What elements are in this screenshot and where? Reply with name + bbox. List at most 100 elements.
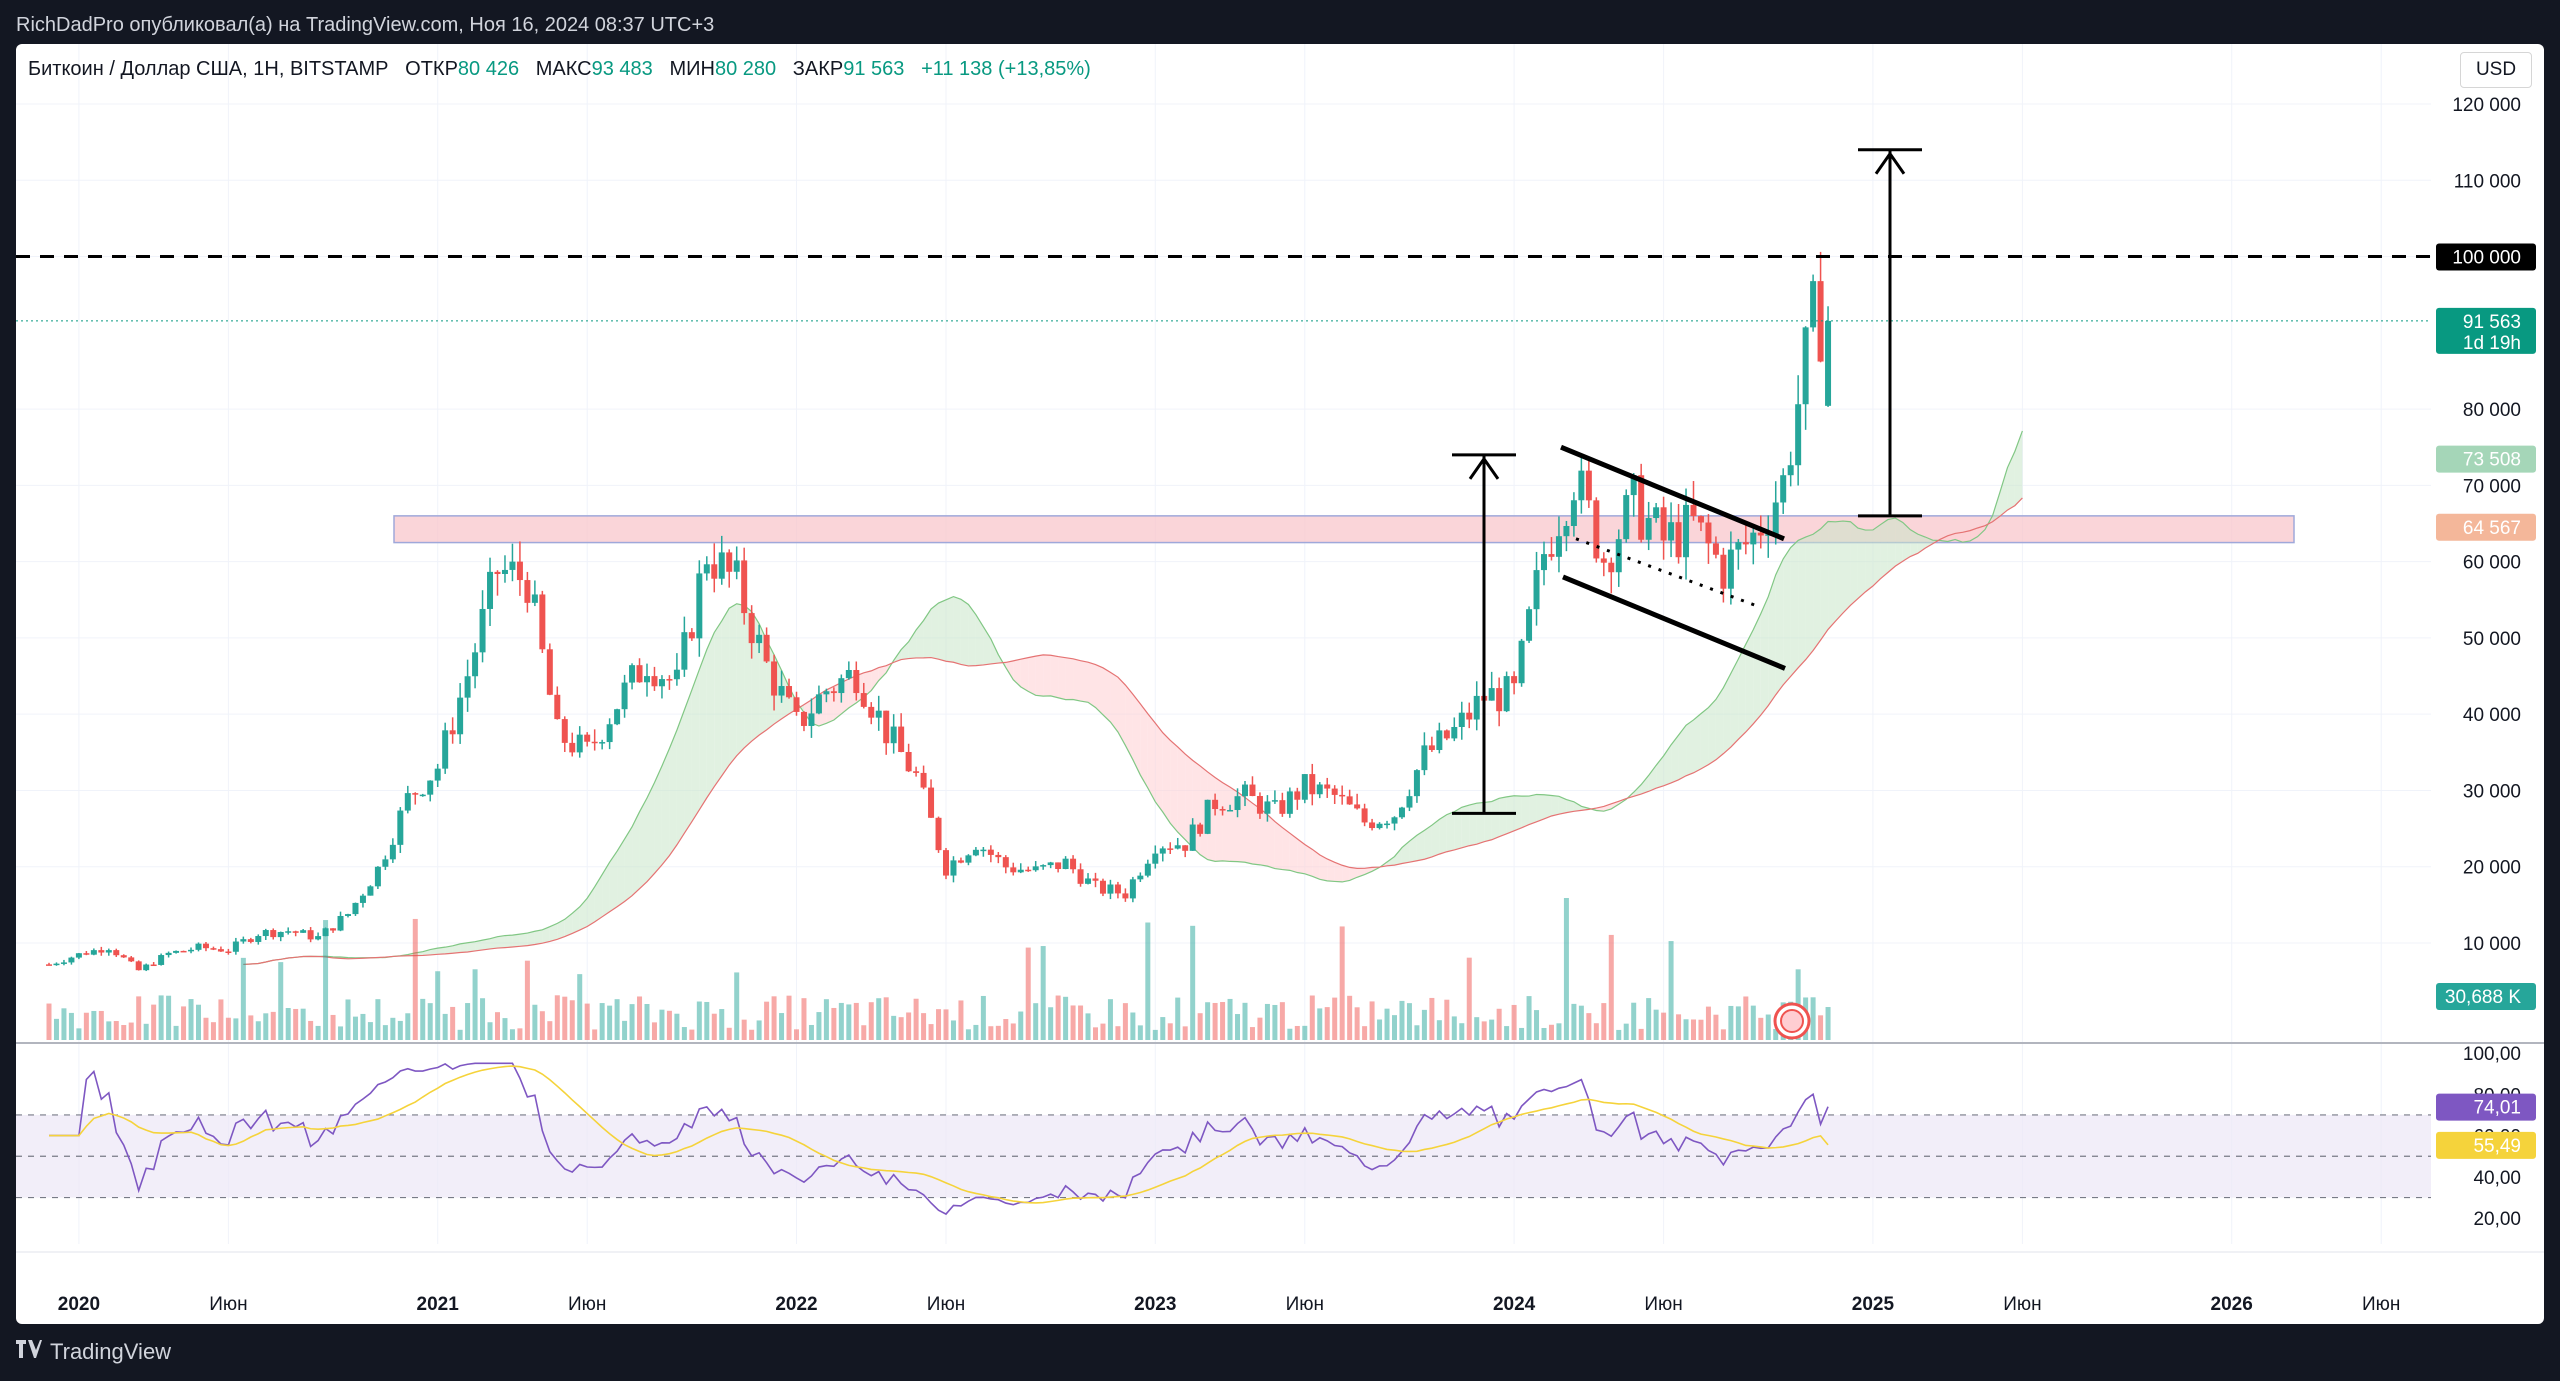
volume-bar	[397, 1020, 403, 1040]
price-chart[interactable]: 120 000 110 000 100 000 80 000 70 000 60 000 5…	[16, 44, 2544, 1324]
volume-bar	[1182, 1026, 1188, 1040]
volume-bar	[1025, 947, 1031, 1040]
volume-bar	[1122, 1003, 1128, 1040]
candle-body	[1264, 801, 1271, 814]
cloud-segment	[1469, 803, 1477, 846]
candle-body	[606, 724, 613, 743]
rsi-label-tag-bg	[2436, 1093, 2536, 1121]
volume-bar	[1406, 1003, 1412, 1040]
candle-body	[1563, 525, 1570, 537]
volume-bar	[300, 1008, 306, 1040]
volume-bar	[315, 1025, 321, 1040]
price-tick-label: 70 000	[2463, 476, 2521, 497]
volume-bar	[188, 999, 194, 1040]
candle-body	[1466, 712, 1473, 720]
candle-body	[1144, 863, 1151, 876]
volume-bar	[1429, 997, 1435, 1040]
chart-panel[interactable]: 120 000 110 000 100 000 80 000 70 000 60 000 5…	[16, 44, 2544, 1324]
volume-bar	[1063, 996, 1069, 1040]
volume-bar	[1556, 1023, 1562, 1040]
cloud-segment	[1536, 794, 1544, 822]
volume-bar	[1593, 1023, 1599, 1040]
candle-body	[815, 694, 822, 714]
time-tick-label: 2024	[1493, 1294, 1536, 1315]
cloud-segment	[1902, 522, 1911, 562]
cloud-segment	[1820, 521, 1829, 641]
candle-body	[1473, 695, 1480, 720]
cloud-segment	[1813, 528, 1821, 651]
candle-body	[1727, 549, 1734, 589]
volume-bar	[293, 1008, 299, 1040]
cloud-segment	[624, 826, 633, 902]
cloud-segment	[1828, 521, 1836, 630]
candle-body	[1585, 470, 1592, 501]
cloud-segment	[1140, 703, 1148, 789]
volume-bar	[435, 971, 441, 1040]
volume-bar	[1033, 1003, 1039, 1040]
low-value: 80 280	[714, 58, 777, 80]
cloud-segment	[1499, 796, 1507, 837]
volume-bar	[1399, 1000, 1405, 1040]
candle-body	[165, 952, 172, 956]
volume-bar	[338, 1026, 344, 1040]
tradingview-wordmark[interactable]: TradingView	[50, 1339, 172, 1364]
volume-bar	[1302, 1025, 1308, 1040]
candle-body	[890, 726, 897, 744]
volume-bar	[233, 1018, 239, 1040]
volume-bar	[375, 999, 381, 1040]
tradingview-logo-icon[interactable]	[16, 1340, 42, 1364]
open-label: ОТКР	[405, 58, 458, 80]
cloud-segment	[1880, 519, 1888, 579]
candle-body	[1750, 532, 1757, 545]
volume-bar	[711, 1013, 717, 1040]
candle-body	[322, 928, 329, 937]
volume-bar	[779, 1013, 785, 1040]
cloud-segment	[2007, 451, 2015, 511]
cloud-segment	[1342, 865, 1350, 882]
volume-bar	[547, 1021, 553, 1040]
candle-body	[1002, 857, 1009, 868]
candle-body	[860, 693, 867, 707]
volume-bar	[756, 1020, 762, 1040]
candle-body	[726, 552, 733, 572]
cloud-segment	[1872, 524, 1881, 587]
candle-body	[105, 950, 112, 953]
candle-body	[1122, 893, 1129, 899]
candle-body	[1675, 522, 1682, 558]
volume-bar	[240, 957, 246, 1040]
cloud-segment	[1454, 807, 1462, 850]
cloud-segment	[1835, 521, 1843, 622]
cloud-segment	[1551, 795, 1559, 816]
candle-body	[1085, 878, 1092, 884]
volume-bar	[771, 996, 777, 1040]
volume-bar	[255, 1021, 261, 1040]
candle-body	[330, 928, 337, 931]
price-label-tag: 73 508	[2463, 450, 2521, 471]
high-value: 93 483	[591, 58, 653, 80]
cloud-segment	[1790, 540, 1799, 677]
candle-body	[1795, 404, 1802, 466]
cloud-segment	[1289, 833, 1298, 873]
volume-bar	[412, 918, 418, 1040]
volume-bar	[1713, 1014, 1719, 1040]
volume-bar	[1085, 1013, 1091, 1040]
currency-button[interactable]: USD	[2460, 52, 2532, 88]
volume-bar	[1040, 946, 1046, 1040]
candle-body	[270, 930, 277, 938]
cloud-segment	[1596, 806, 1604, 812]
candle-body	[965, 855, 972, 863]
volume-bar	[1235, 1014, 1241, 1040]
volume-bar	[83, 1012, 89, 1040]
volume-bar	[1369, 1001, 1375, 1040]
candle-body	[1384, 823, 1391, 826]
candle-body	[935, 817, 942, 851]
candle-body	[778, 686, 785, 696]
candle-body	[427, 780, 434, 795]
price-label-tag-bg	[2436, 307, 2536, 354]
volume-bar	[666, 1010, 672, 1040]
candle-body	[1025, 869, 1032, 872]
candle-body	[1234, 796, 1241, 810]
candle-body	[307, 930, 314, 940]
price-tick-label: 120 000	[2452, 95, 2521, 116]
volume-bar	[846, 1004, 852, 1040]
